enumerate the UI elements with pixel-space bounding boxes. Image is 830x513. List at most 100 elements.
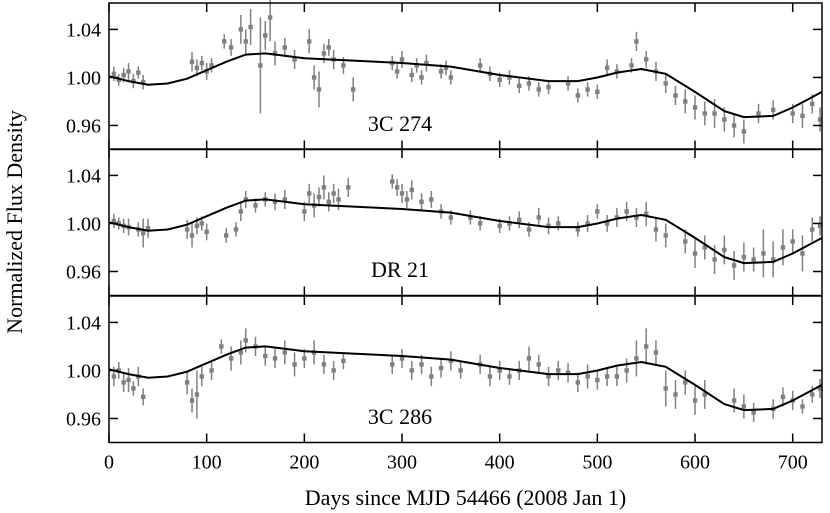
data-point [111, 71, 117, 77]
data-point [634, 215, 639, 220]
data-point [477, 63, 483, 68]
data-point [817, 223, 823, 229]
data-point [770, 107, 776, 113]
data-point [307, 191, 312, 196]
data-point [136, 70, 141, 75]
panel-frame [108, 295, 823, 444]
x-tick-label: 600 [680, 452, 710, 474]
data-point [316, 87, 322, 92]
data-point [331, 368, 336, 373]
data-point [702, 111, 707, 116]
data-point [614, 374, 620, 379]
data-point [458, 368, 463, 373]
model-curve [108, 345, 823, 412]
data-point [673, 392, 678, 397]
data-point [248, 24, 253, 30]
data-point [189, 59, 195, 65]
data-point [121, 380, 126, 385]
data-point [546, 84, 551, 90]
data-point [199, 221, 204, 226]
x-tick-label: 300 [387, 452, 417, 474]
data-point [683, 99, 688, 104]
data-point [111, 218, 117, 224]
data-point [409, 72, 414, 78]
x-tick-label: 100 [192, 452, 222, 474]
data-point [390, 179, 395, 184]
data-point [145, 226, 151, 231]
data-point [810, 392, 815, 397]
data-point [585, 221, 590, 226]
data-point [790, 239, 795, 244]
data-point [429, 374, 434, 379]
data-point [517, 217, 522, 223]
data-point [712, 257, 717, 262]
data-point [497, 77, 502, 83]
data-point [238, 27, 244, 32]
panel-label: 3C 286 [368, 404, 432, 429]
data-point [517, 83, 522, 89]
data-point [643, 57, 649, 62]
data-point [526, 356, 532, 361]
data-point [741, 404, 747, 409]
data-point [184, 380, 190, 385]
data-point [751, 257, 756, 262]
data-point [800, 404, 805, 409]
data-point [311, 75, 317, 80]
data-point [228, 45, 234, 50]
data-point [399, 356, 405, 361]
data-point [487, 374, 493, 379]
data-point [770, 257, 776, 262]
data-point [692, 398, 698, 403]
data-point [224, 233, 229, 238]
data-point [126, 69, 131, 74]
data-point [346, 185, 351, 190]
data-point [790, 111, 795, 116]
data-point [126, 377, 131, 383]
data-point [692, 251, 698, 256]
data-point [536, 87, 541, 92]
data-point [565, 81, 571, 86]
data-point [634, 356, 639, 361]
y-axis-label: Normalized Flux Density [2, 110, 27, 334]
data-point [556, 221, 561, 226]
data-point [341, 63, 346, 68]
data-point [643, 211, 649, 217]
data-point [614, 215, 620, 220]
data-point [222, 39, 227, 44]
data-point [194, 392, 200, 397]
data-point [258, 63, 263, 68]
data-point [604, 221, 610, 226]
data-point [731, 398, 737, 403]
data-point [263, 353, 268, 359]
data-point [800, 251, 805, 256]
data-point [546, 223, 551, 229]
data-point [282, 350, 288, 355]
y-tick-label: 1.04 [66, 165, 101, 187]
data-point [409, 368, 414, 373]
data-point [780, 394, 786, 400]
y-tick-label: 0.96 [66, 408, 101, 430]
data-point [731, 263, 737, 268]
y-tick-label: 0.96 [66, 261, 101, 283]
data-point [131, 386, 136, 391]
data-point [399, 57, 405, 62]
data-point [741, 254, 747, 260]
data-point [448, 75, 454, 80]
data-point [722, 117, 727, 122]
data-point [116, 221, 121, 226]
data-point [199, 60, 204, 66]
data-point [140, 394, 146, 400]
data-point [604, 374, 610, 379]
data-point [316, 194, 322, 200]
data-point [468, 215, 473, 220]
data-point [546, 374, 551, 379]
data-point [414, 63, 419, 68]
data-point [307, 39, 312, 44]
model-curve [108, 198, 823, 265]
data-point [683, 380, 688, 385]
data-point [424, 60, 429, 66]
data-point [321, 51, 327, 56]
data-point [272, 199, 278, 205]
data-point [526, 81, 532, 86]
data-point [228, 356, 234, 361]
